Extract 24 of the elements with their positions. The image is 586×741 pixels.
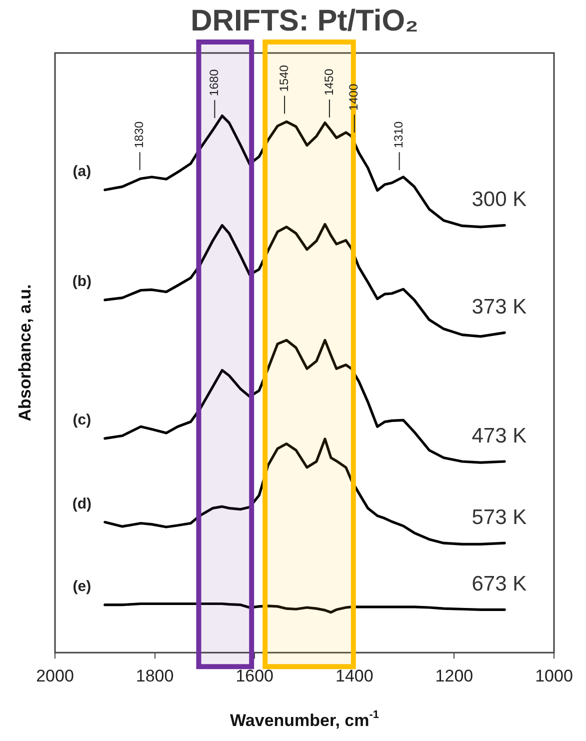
x-tick-label: 2000: [36, 666, 74, 686]
x-tick-label: 1800: [136, 666, 174, 686]
annotation: (d): [72, 495, 92, 512]
series-label: 573 K: [472, 506, 527, 529]
x-tick-label: 1000: [535, 666, 573, 686]
annotation: 1680: [206, 69, 221, 96]
y-axis-title: Absorbance, a.u.: [16, 284, 35, 422]
x-tick-label: 1200: [435, 666, 474, 686]
chart-title: DRIFTS: Pt/TiO₂: [190, 4, 418, 38]
annotation: 1540: [276, 64, 291, 92]
series-label: 673 K: [472, 572, 527, 596]
annotation: (a): [72, 163, 92, 180]
series-label: 473 K: [472, 424, 527, 448]
annotation: 1450: [322, 68, 336, 96]
series-label: 373 K: [472, 295, 527, 318]
x-tick-label: 1600: [236, 666, 274, 686]
annotation: 1400: [346, 84, 361, 111]
x-tick-label: 1400: [335, 666, 374, 686]
annotation: (e): [72, 578, 92, 595]
series-label: 300 K: [472, 188, 527, 212]
annotation: 1310: [392, 121, 406, 148]
annotation: 1830: [132, 121, 146, 148]
annotation: (b): [72, 273, 92, 290]
annotation: (c): [72, 412, 92, 429]
